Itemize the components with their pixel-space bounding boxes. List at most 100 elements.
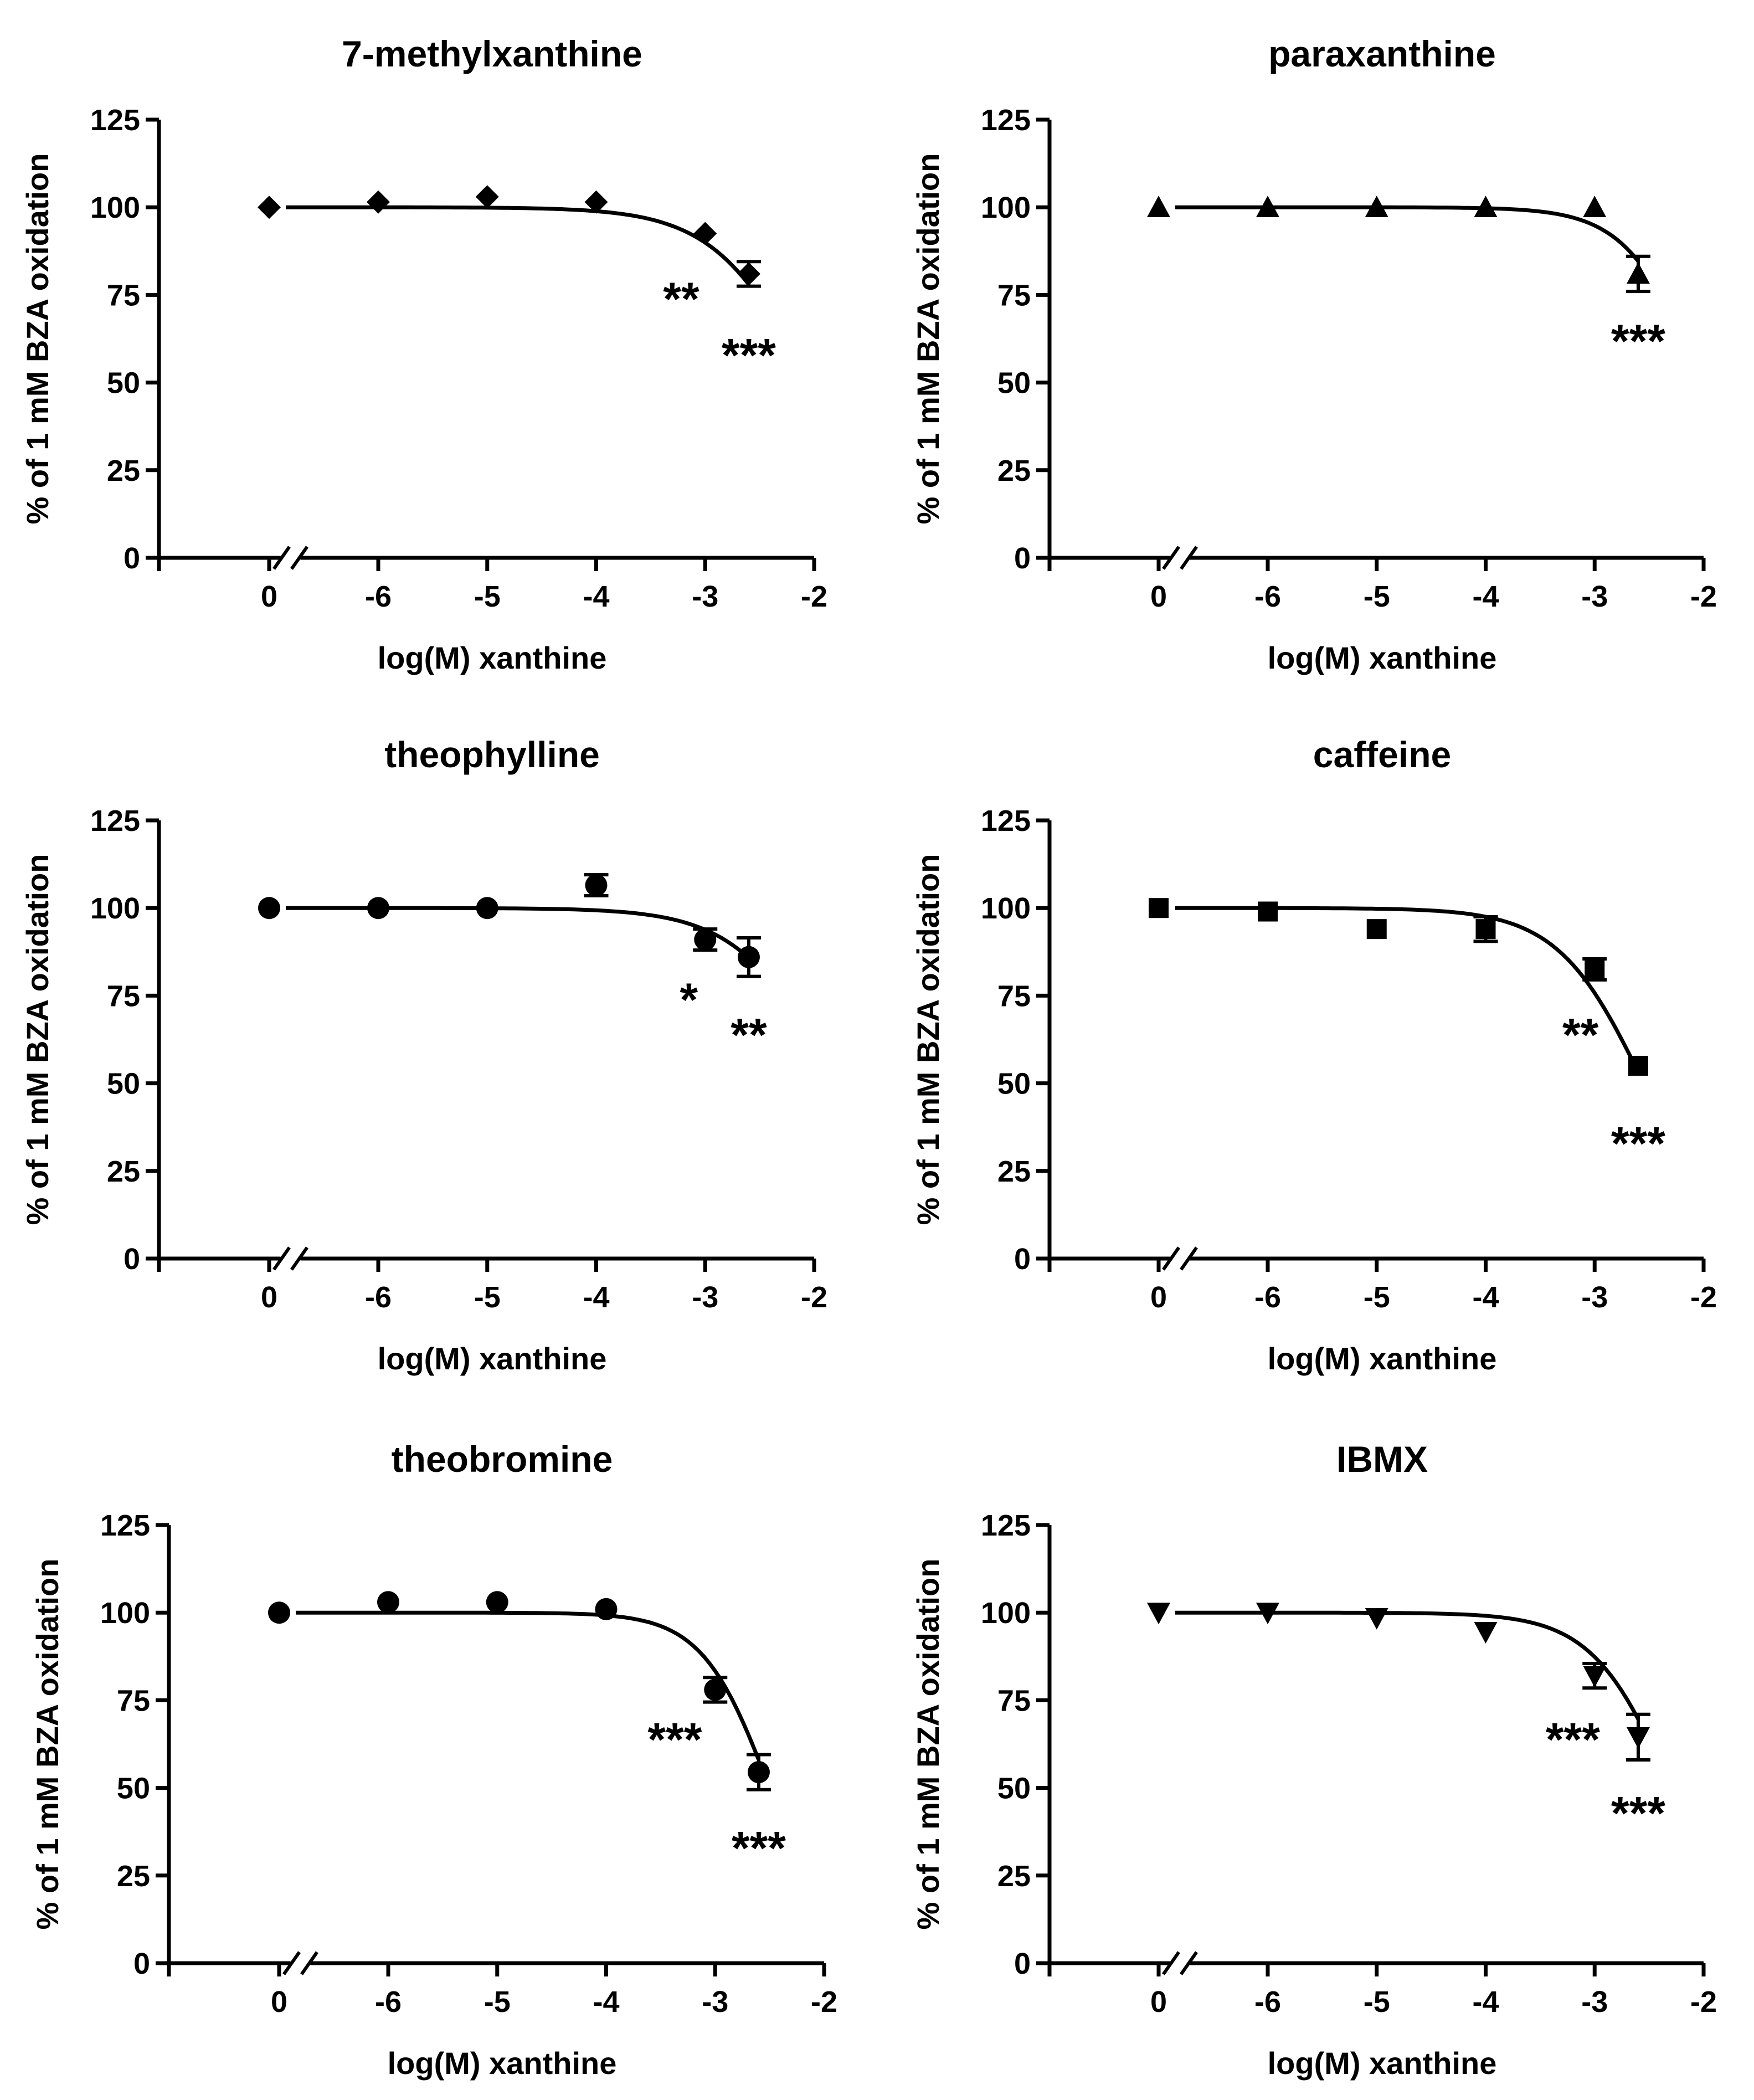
y-axis-label: % of 1 mM BZA oxidation xyxy=(911,1559,945,1930)
y-tick-label: 75 xyxy=(997,1684,1031,1717)
y-tick-label: 25 xyxy=(107,454,140,487)
data-point xyxy=(595,1598,618,1620)
x-tick-label: -5 xyxy=(474,580,501,613)
y-tick-label: 125 xyxy=(981,804,1031,838)
y-tick-label: 75 xyxy=(117,1684,150,1717)
data-point xyxy=(1626,1727,1650,1749)
axis-break-mark xyxy=(1162,546,1180,570)
axis-break-mark xyxy=(290,546,308,570)
axis-break-mark xyxy=(1162,1951,1180,1975)
x-tick-label: 0 xyxy=(261,580,277,613)
x-tick-label: 0 xyxy=(1150,1985,1167,2019)
x-tick-label: -2 xyxy=(1690,580,1717,613)
chart-title: IBMX xyxy=(1336,1439,1428,1480)
axis-break-mark xyxy=(272,1246,291,1271)
significance-label: ** xyxy=(1562,1009,1599,1061)
y-tick-label: 0 xyxy=(1014,542,1031,575)
x-tick-label: -3 xyxy=(1581,1985,1608,2019)
data-point xyxy=(737,946,760,968)
y-tick-label: 100 xyxy=(981,1596,1031,1630)
data-point xyxy=(486,1591,508,1614)
x-tick-label: -6 xyxy=(375,1985,402,2019)
data-point xyxy=(1256,1603,1279,1625)
y-axis-label: % of 1 mM BZA oxidation xyxy=(20,153,55,525)
x-tick-label: -5 xyxy=(474,1281,501,1314)
significance-label: *** xyxy=(1611,315,1665,367)
x-tick-label: -5 xyxy=(1364,580,1390,613)
y-axis-label: % of 1 mM BZA oxidation xyxy=(20,854,55,1225)
axis-break-mark xyxy=(1180,1246,1198,1271)
axis-break-mark xyxy=(1180,1951,1198,1975)
significance-label: *** xyxy=(1611,1117,1665,1169)
data-point xyxy=(1147,196,1170,218)
data-point xyxy=(584,190,608,214)
data-point xyxy=(585,874,608,897)
x-tick-label: -4 xyxy=(583,580,609,613)
y-tick-label: 100 xyxy=(100,1596,150,1630)
data-point xyxy=(704,1678,727,1701)
x-tick-label: -2 xyxy=(1690,1281,1717,1314)
y-axis-label: % of 1 mM BZA oxidation xyxy=(30,1559,65,1930)
data-point xyxy=(1475,919,1496,939)
axis-break-mark xyxy=(300,1951,318,1975)
y-tick-label: 100 xyxy=(90,191,140,224)
y-tick-label: 0 xyxy=(124,542,140,575)
chart-title: caffeine xyxy=(1313,734,1451,775)
data-point xyxy=(737,262,760,286)
data-point xyxy=(1149,898,1169,918)
data-point xyxy=(1628,1055,1648,1076)
chart-panel-2: paraxanthine 0 25 50 75 100 125 0 -6 -5 -4 -3 -2 log(… xyxy=(911,33,1717,675)
significance-label: *** xyxy=(1546,1713,1600,1765)
significance-label: *** xyxy=(647,1713,702,1765)
y-tick-label: 25 xyxy=(117,1860,150,1893)
y-tick-label: 125 xyxy=(90,804,140,838)
data-point xyxy=(1626,262,1650,284)
y-tick-label: 25 xyxy=(107,1155,140,1188)
data-point xyxy=(693,222,717,245)
y-tick-label: 50 xyxy=(997,1067,1031,1101)
y-axis-label: % of 1 mM BZA oxidation xyxy=(911,854,945,1225)
x-tick-label: -6 xyxy=(365,1281,392,1314)
x-tick-label: -2 xyxy=(1690,1985,1717,2019)
x-tick-label: -6 xyxy=(1254,580,1281,613)
data-point xyxy=(1474,1622,1498,1644)
x-tick-label: -2 xyxy=(801,580,827,613)
chart-panel-5: theobromine 0 25 50 75 100 125 0 -6 -5 -4 -3 -2 log(M… xyxy=(30,1439,837,2081)
significance-label: *** xyxy=(722,329,776,381)
x-tick-label: -3 xyxy=(702,1985,728,2019)
x-tick-label: -2 xyxy=(801,1281,827,1314)
x-axis-label: log(M) xanthine xyxy=(378,1341,607,1376)
y-tick-label: 100 xyxy=(981,191,1031,224)
significance-label: *** xyxy=(1611,1787,1665,1839)
x-tick-label: -3 xyxy=(1581,1281,1608,1314)
fit-curve xyxy=(1175,205,1640,263)
x-tick-label: -3 xyxy=(692,580,718,613)
y-tick-label: 125 xyxy=(90,104,140,137)
chart-title: theobromine xyxy=(392,1439,613,1480)
y-tick-label: 100 xyxy=(981,892,1031,925)
data-point xyxy=(476,897,498,920)
data-point xyxy=(475,185,499,209)
fit-curve xyxy=(1175,1610,1640,1721)
x-axis-label: log(M) xanthine xyxy=(378,640,607,675)
data-point xyxy=(1583,196,1607,218)
x-tick-label: -5 xyxy=(484,1985,511,2019)
y-tick-label: 125 xyxy=(981,104,1031,137)
y-tick-label: 25 xyxy=(997,1155,1031,1188)
data-point xyxy=(367,897,389,920)
x-tick-label: -6 xyxy=(1254,1985,1281,2019)
x-axis-label: log(M) xanthine xyxy=(1268,1341,1497,1376)
x-tick-label: -3 xyxy=(1581,580,1608,613)
data-point xyxy=(1147,1603,1170,1625)
y-axis-label: % of 1 mM BZA oxidation xyxy=(911,153,945,525)
y-tick-label: 75 xyxy=(997,979,1031,1013)
data-point xyxy=(377,1591,399,1614)
y-tick-label: 125 xyxy=(981,1509,1031,1542)
data-point xyxy=(367,190,390,214)
x-axis-label: log(M) xanthine xyxy=(1268,640,1497,675)
chart-panel-3: theophylline 0 25 50 75 100 125 0 -6 -5 -4 -3 -2 log(… xyxy=(20,734,827,1376)
y-tick-label: 100 xyxy=(90,892,140,925)
data-point xyxy=(268,1601,290,1624)
y-tick-label: 75 xyxy=(107,979,140,1013)
